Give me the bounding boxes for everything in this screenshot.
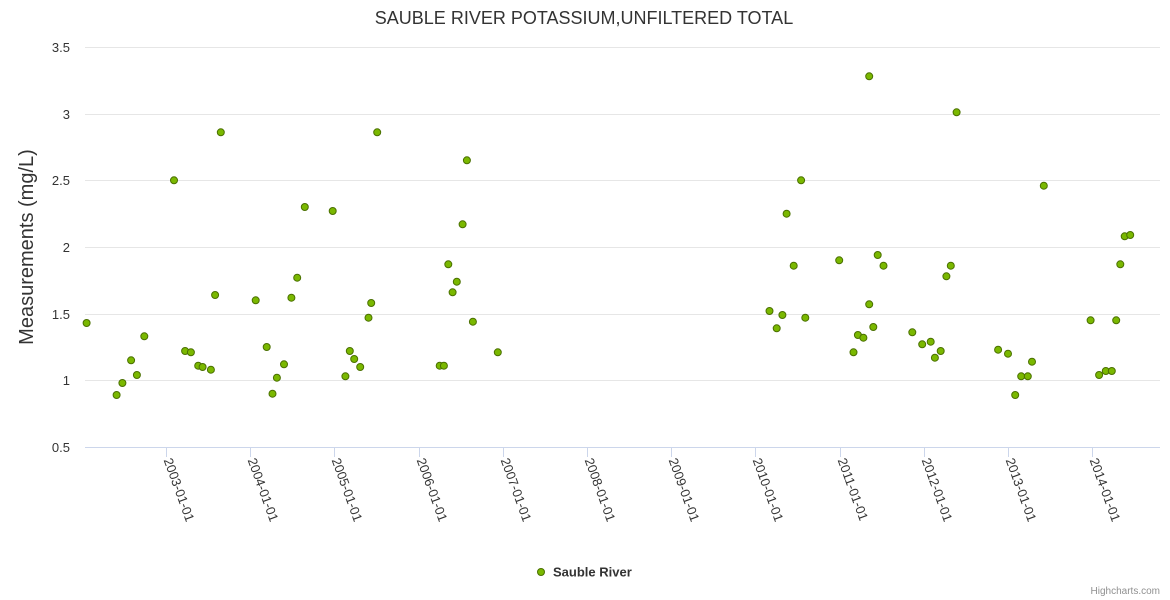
data-point-59[interactable] [936,347,945,355]
data-point-38[interactable] [493,348,502,357]
data-point-70[interactable] [1086,316,1095,325]
data-point-1[interactable] [112,391,121,399]
data-point-63[interactable] [994,345,1003,354]
data-point-8[interactable] [186,348,195,357]
data-point-73[interactable] [1107,367,1116,375]
data-point-52[interactable] [869,323,878,331]
data-point-50[interactable] [865,300,874,309]
y-tick-label-2-5: 2.5 [52,173,70,188]
data-point-25[interactable] [350,355,359,363]
data-point-17[interactable] [272,373,281,382]
data-point-60[interactable] [942,272,951,281]
data-point-0[interactable] [82,319,91,327]
data-point-57[interactable] [926,337,935,346]
data-point-46[interactable] [835,256,844,265]
data-point-37[interactable] [468,317,477,326]
y-axis-title: Measurements (mg/L) [16,149,38,345]
data-point-45[interactable] [801,313,810,322]
y-tick-label-0-5: 0.5 [52,440,70,455]
data-point-61[interactable] [946,261,955,270]
data-point-71[interactable] [1095,371,1104,379]
data-point-13[interactable] [216,128,225,137]
data-point-24[interactable] [345,347,354,355]
data-point-18[interactable] [280,360,288,369]
y-tick-label-2: 2 [63,240,70,255]
data-point-62[interactable] [952,108,961,117]
data-point-53[interactable] [873,251,882,259]
data-point-3[interactable] [127,356,136,365]
data-point-22[interactable] [328,207,337,215]
y-tick-label-3: 3 [63,107,70,122]
data-point-40[interactable] [772,324,781,333]
data-point-15[interactable] [262,343,271,351]
data-point-16[interactable] [268,389,277,398]
data-point-35[interactable] [458,220,467,229]
data-point-68[interactable] [1028,357,1036,366]
data-point-19[interactable] [287,293,296,302]
data-point-41[interactable] [778,311,787,319]
data-point-64[interactable] [1004,349,1012,358]
data-point-69[interactable] [1039,181,1048,190]
data-point-56[interactable] [918,340,927,349]
legend-marker [537,568,545,576]
data-point-74[interactable] [1112,316,1121,325]
data-point-23[interactable] [341,372,350,381]
data-point-4[interactable] [132,371,141,379]
data-point-44[interactable] [797,176,806,185]
chart-title: SAUBLE RIVER POTASSIUM,UNFILTERED TOTAL [375,8,793,28]
data-point-67[interactable] [1023,372,1032,381]
data-point-10[interactable] [198,363,207,371]
data-point-12[interactable] [211,291,220,299]
data-point-29[interactable] [373,128,382,137]
y-axis: 0.5 1 1.5 2 2.5 3 3.5 [52,40,70,455]
data-point-49[interactable] [859,333,868,342]
legend-item-sauble-river[interactable]: Sauble River [553,565,632,580]
credits-link[interactable]: Highcharts.com [1091,586,1160,597]
data-point-20[interactable] [293,273,302,282]
data-point-75[interactable] [1116,260,1125,269]
data-point-32[interactable] [444,260,453,269]
data-point-55[interactable] [908,328,917,337]
data-point-66[interactable] [1017,372,1026,381]
data-point-47[interactable] [849,348,858,357]
data-point-54[interactable] [879,261,888,270]
data-point-2[interactable] [118,379,127,387]
data-point-51[interactable] [865,72,874,81]
data-point-21[interactable] [300,203,309,211]
data-point-39[interactable] [765,307,774,315]
data-point-34[interactable] [452,277,461,286]
data-point-36[interactable] [462,156,471,165]
data-point-42[interactable] [782,209,791,218]
data-point-27[interactable] [364,313,373,322]
y-tick-label-1: 1 [63,373,70,388]
data-point-11[interactable] [206,365,215,374]
data-point-43[interactable] [789,261,798,270]
y-tick-label-3-5: 3.5 [52,40,70,55]
series-sauble-river [82,72,1135,399]
data-point-5[interactable] [140,332,149,341]
data-point-14[interactable] [251,296,260,305]
y-tick-label-1-5: 1.5 [52,307,70,322]
data-point-26[interactable] [356,363,365,371]
data-point-65[interactable] [1011,391,1020,399]
data-point-31[interactable] [439,361,448,370]
data-point-28[interactable] [367,299,376,307]
data-point-77[interactable] [1126,231,1135,239]
data-point-58[interactable] [930,353,939,362]
y-gridlines [85,47,1160,448]
data-point-33[interactable] [448,288,457,297]
legend[interactable]: Sauble River [537,565,632,580]
data-point-6[interactable] [170,176,178,185]
